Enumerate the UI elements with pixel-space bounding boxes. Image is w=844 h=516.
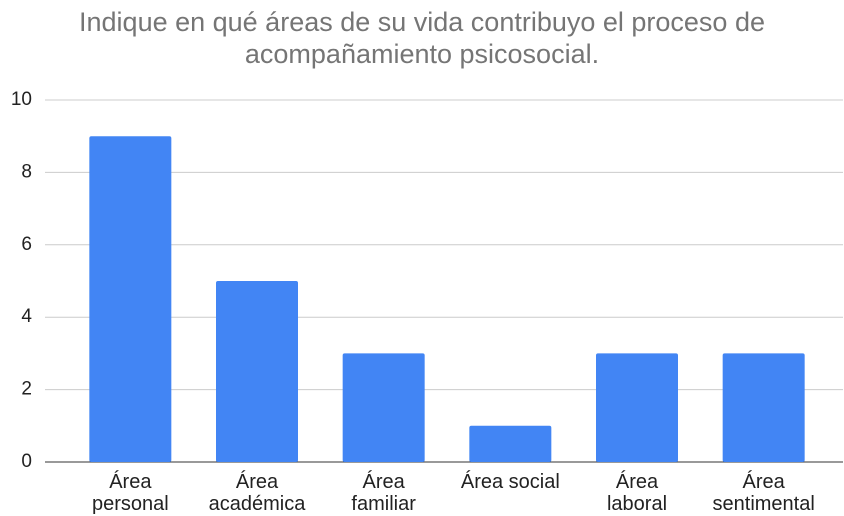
x-tick-label: Área académica <box>208 471 306 515</box>
y-tick-label: 0 <box>21 451 32 472</box>
bar <box>722 353 805 462</box>
x-tick-label: Área familiar <box>351 471 416 515</box>
chart-title: Indique en qué áreas de su vida contribu… <box>79 7 765 69</box>
x-tick-label: Área personal <box>91 471 169 515</box>
bar <box>89 136 172 462</box>
bar <box>342 353 425 462</box>
x-tick-label: Área sentimental <box>712 471 815 515</box>
y-tick-label: 6 <box>21 234 32 255</box>
y-tick-label: 2 <box>21 379 32 400</box>
y-tick-label: 4 <box>21 306 32 327</box>
y-tick-label: 10 <box>11 89 32 110</box>
y-tick-label: 8 <box>21 161 32 182</box>
bar <box>596 353 678 462</box>
x-tick-label: Área laboral <box>606 471 668 515</box>
x-tick-label: Área social <box>460 471 560 493</box>
bar <box>469 425 552 462</box>
bar <box>216 281 298 462</box>
